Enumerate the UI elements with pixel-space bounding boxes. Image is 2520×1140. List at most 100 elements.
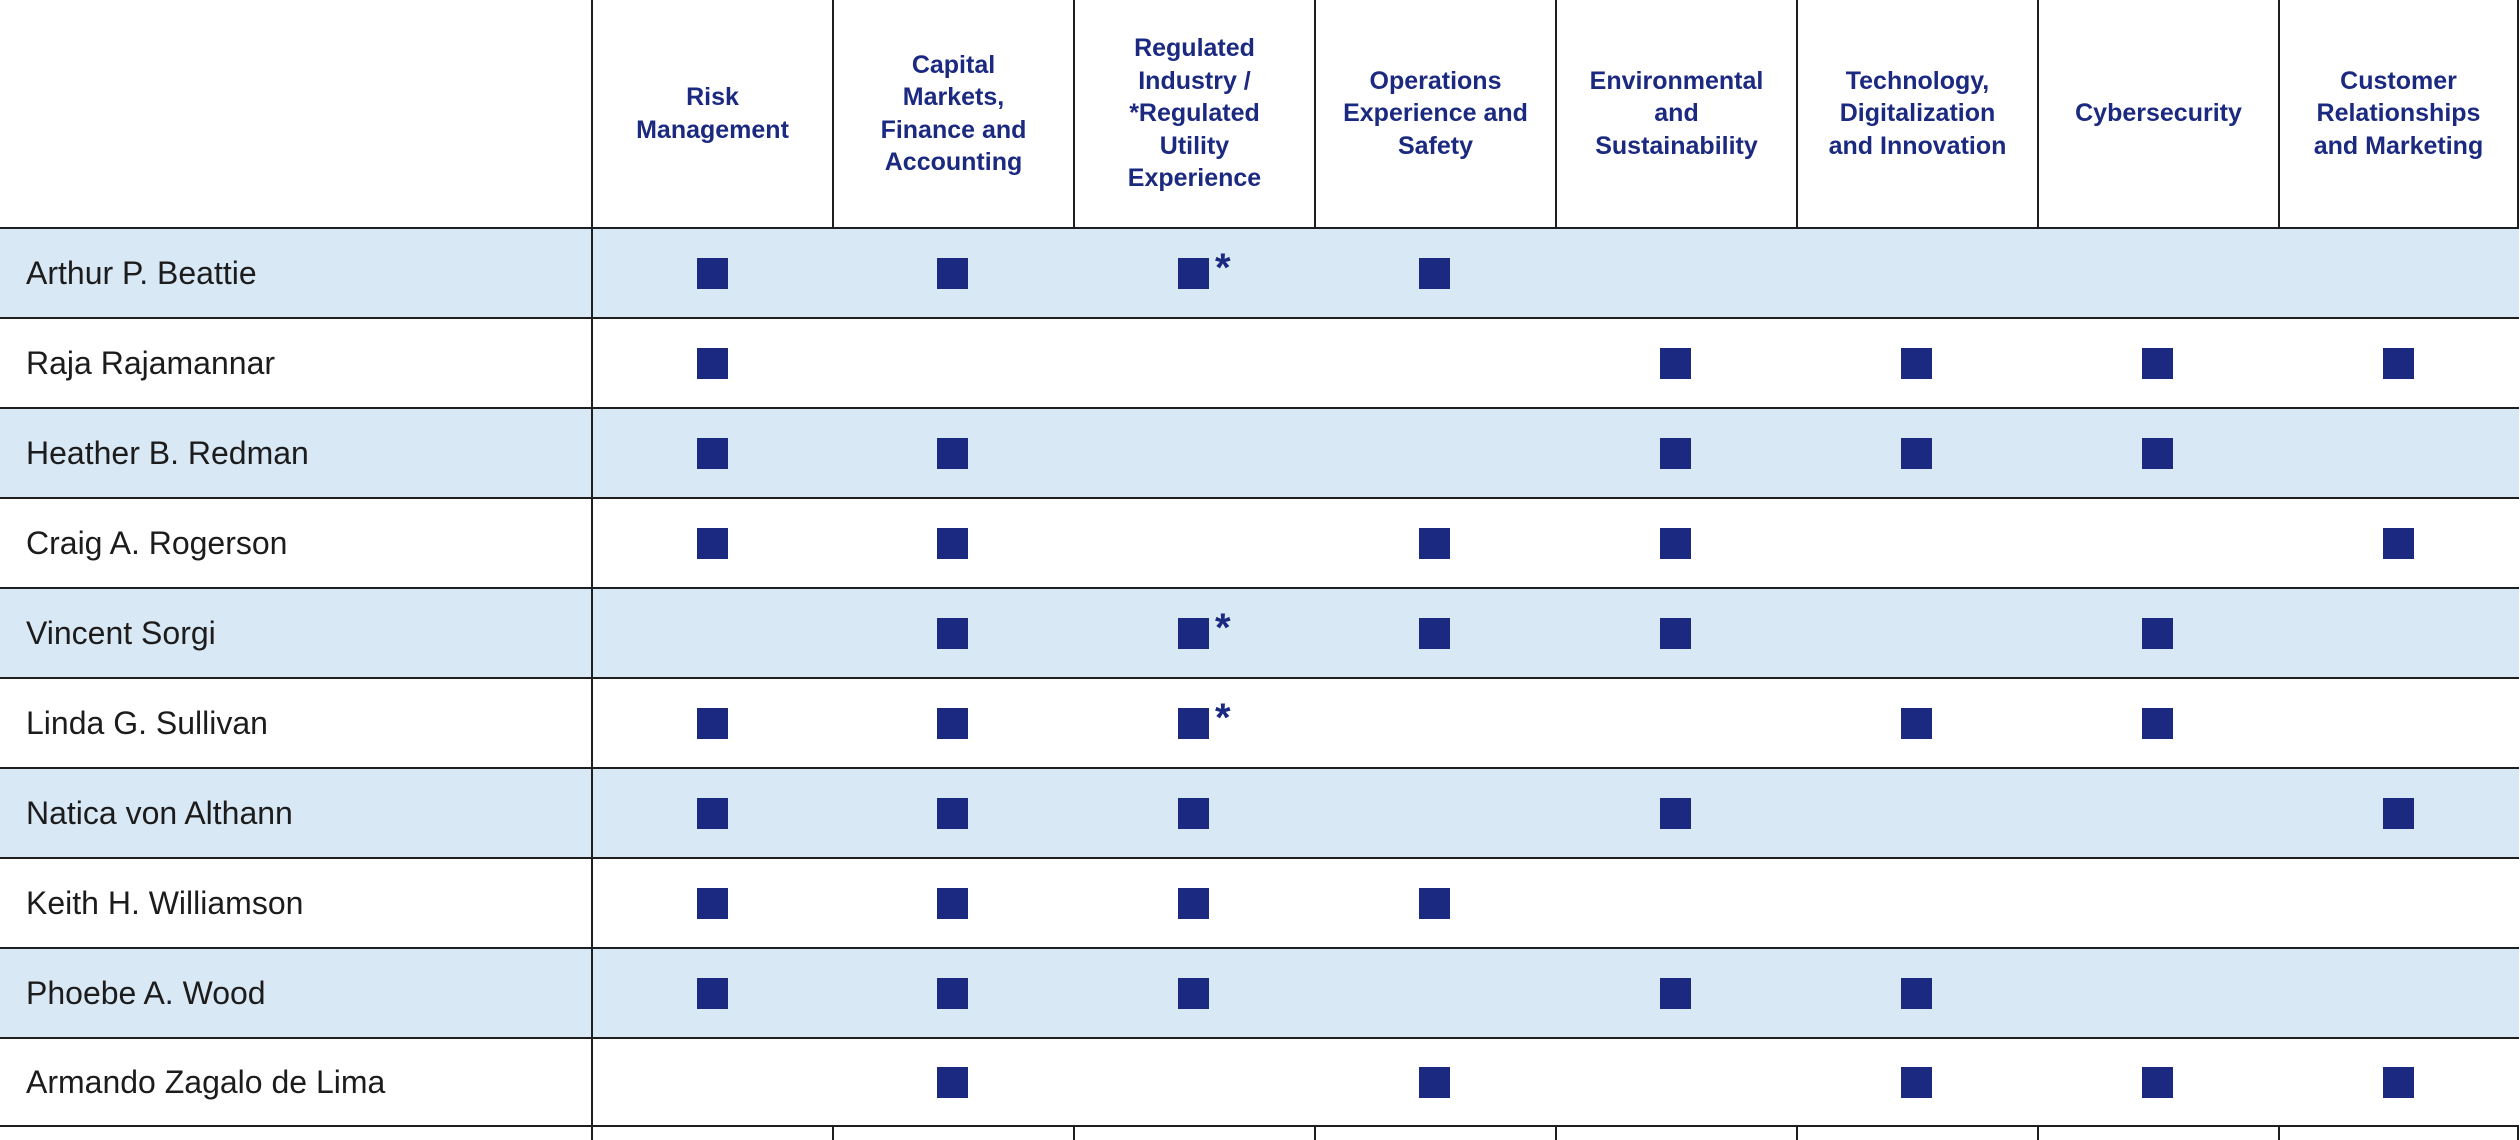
skill-cell — [2278, 767, 2519, 857]
skill-cell — [2278, 497, 2519, 587]
bottom-tick-name-column — [0, 1127, 591, 1140]
skill-cell: * — [1073, 587, 1314, 677]
skill-marker-square-icon — [1901, 707, 1932, 739]
skill-cell — [591, 767, 832, 857]
skill-marker-square-icon — [2142, 707, 2173, 739]
bottom-tick — [591, 1127, 832, 1140]
skill-cell — [1073, 767, 1314, 857]
skill-cell — [1796, 497, 2037, 587]
skill-cell — [591, 497, 832, 587]
director-name: Linda G. Sullivan — [0, 677, 591, 767]
skill-marker-square-icon — [1419, 527, 1450, 559]
skill-marker-square-icon — [937, 437, 968, 469]
director-name: Natica von Althann — [0, 767, 591, 857]
skill-cell — [2037, 317, 2278, 407]
skill-cell — [1073, 947, 1314, 1037]
skill-cell — [1314, 407, 1555, 497]
skill-cell — [1796, 227, 2037, 317]
header-corner-cell — [0, 0, 591, 227]
skill-marker-square-icon — [697, 347, 728, 379]
skill-cell — [1555, 587, 1796, 677]
skill-cell — [832, 497, 1073, 587]
skill-cell — [2037, 587, 2278, 677]
skill-marker-square-icon — [1178, 797, 1209, 829]
skill-cell — [2278, 407, 2519, 497]
skill-marker-square-icon — [697, 437, 728, 469]
skill-cell — [832, 767, 1073, 857]
skill-marker-square-icon — [937, 1066, 968, 1098]
skill-marker-square-icon — [2383, 797, 2414, 829]
column-header-capital-markets-finance-and-accounting: Capital Markets, Finance and Accounting — [832, 0, 1073, 227]
skill-cell — [2037, 497, 2278, 587]
director-name: Arthur P. Beattie — [0, 227, 591, 317]
regulated-utility-asterisk: * — [1215, 605, 1231, 650]
skill-marker-square-icon — [937, 257, 968, 289]
skill-marker-square-icon — [2142, 437, 2173, 469]
bottom-tick — [1314, 1127, 1555, 1140]
director-name: Phoebe A. Wood — [0, 947, 591, 1037]
skill-cell — [2278, 587, 2519, 677]
skill-cell — [591, 1037, 832, 1127]
skill-cell — [1073, 317, 1314, 407]
skill-cell — [1314, 227, 1555, 317]
skill-cell — [2278, 677, 2519, 767]
skill-cell — [1555, 1037, 1796, 1127]
bottom-tick — [1796, 1127, 2037, 1140]
skill-marker-square-icon — [2142, 617, 2173, 649]
skill-cell — [2278, 857, 2519, 947]
skill-marker-square-icon — [697, 977, 728, 1009]
skill-marker-square-icon — [697, 887, 728, 919]
skill-cell — [591, 587, 832, 677]
skill-cell — [591, 857, 832, 947]
skill-marker-square-icon — [937, 527, 968, 559]
director-name: Keith H. Williamson — [0, 857, 591, 947]
column-header-regulated-industry-regulated-utility-experience: Regulated Industry / *Regulated Utility … — [1073, 0, 1314, 227]
skill-cell — [832, 1037, 1073, 1127]
director-name: Raja Rajamannar — [0, 317, 591, 407]
column-header-environmental-and-sustainability: Environmental and Sustainability — [1555, 0, 1796, 227]
skill-cell — [1555, 227, 1796, 317]
skill-cell — [832, 227, 1073, 317]
skill-cell — [1073, 857, 1314, 947]
skill-cell — [1555, 497, 1796, 587]
skill-cell — [2037, 407, 2278, 497]
skill-marker-square-icon — [2142, 347, 2173, 379]
skill-cell — [1314, 857, 1555, 947]
skill-marker-square-icon — [1901, 347, 1932, 379]
director-name: Armando Zagalo de Lima — [0, 1037, 591, 1127]
skill-marker-square-icon — [1660, 977, 1691, 1009]
skill-cell — [2278, 947, 2519, 1037]
skill-cell — [1555, 857, 1796, 947]
skill-cell — [1796, 407, 2037, 497]
bottom-tick — [2037, 1127, 2278, 1140]
skill-marker-square-icon — [1178, 887, 1209, 919]
skill-cell — [1796, 1037, 2037, 1127]
column-header-risk-management: Risk Management — [591, 0, 832, 227]
skill-marker-square-icon — [2383, 347, 2414, 379]
skill-marker-square-icon — [1660, 797, 1691, 829]
bottom-tick — [832, 1127, 1073, 1140]
skill-cell — [1796, 677, 2037, 767]
skill-cell — [832, 317, 1073, 407]
skill-marker-square-icon — [697, 527, 728, 559]
skill-cell — [1073, 407, 1314, 497]
skill-cell — [832, 857, 1073, 947]
skill-marker-square-icon — [697, 707, 728, 739]
skill-cell — [2037, 227, 2278, 317]
skill-marker-square-icon — [937, 617, 968, 649]
director-name: Vincent Sorgi — [0, 587, 591, 677]
skill-marker-square-icon — [1901, 977, 1932, 1009]
skill-marker-square-icon — [1178, 977, 1209, 1009]
skill-marker-square-icon — [937, 977, 968, 1009]
skill-cell — [1314, 677, 1555, 767]
skill-marker-square-icon: * — [1178, 608, 1231, 649]
skill-marker-square-icon — [697, 797, 728, 829]
bottom-tick — [1073, 1127, 1314, 1140]
skill-cell — [2278, 227, 2519, 317]
skill-cell — [1314, 1037, 1555, 1127]
skill-cell — [1555, 317, 1796, 407]
column-header-cybersecurity: Cybersecurity — [2037, 0, 2278, 227]
column-header-operations-experience-and-safety: Operations Experience and Safety — [1314, 0, 1555, 227]
skill-cell — [1314, 317, 1555, 407]
skill-marker-square-icon — [2383, 527, 2414, 559]
